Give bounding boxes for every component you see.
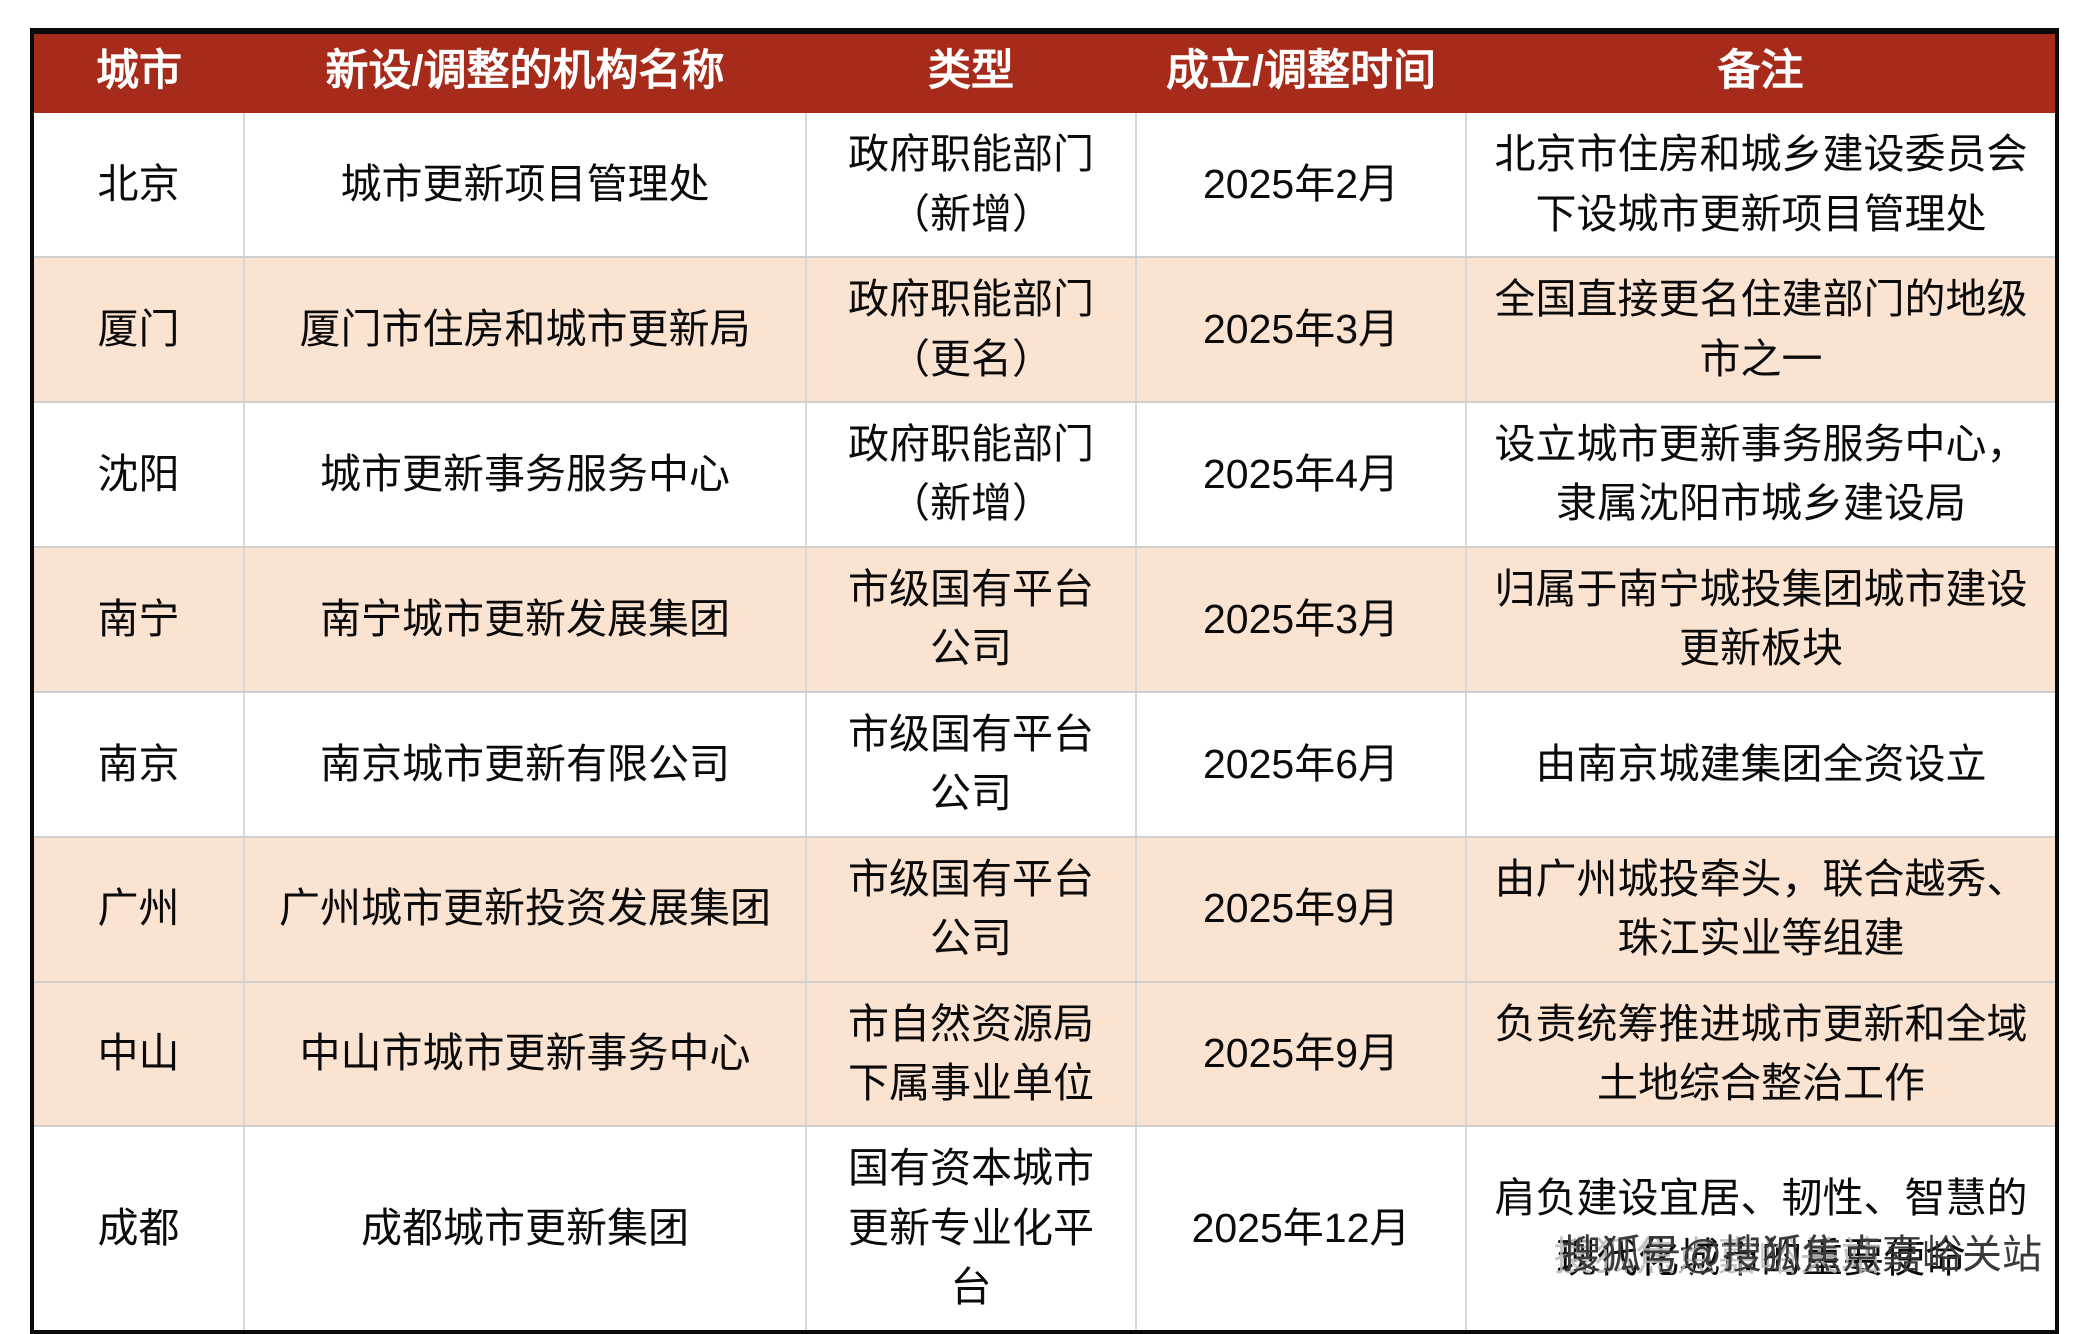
cell-type: 市级国有平台 公司 [806, 546, 1137, 693]
column-header-remark: 备注 [1466, 31, 2057, 114]
cell-org: 南京城市更新有限公司 [244, 691, 807, 838]
cell-remark-line: 隶属沈阳市城乡建设局 [1556, 480, 1966, 527]
column-header-type: 类型 [806, 31, 1136, 114]
cell-time: 2025年3月 [1136, 546, 1467, 693]
cell-type-line: 下属事业单位 [848, 1059, 1094, 1106]
cell-remark-line: 北京市住房和城乡建设委员会 [1494, 131, 2028, 178]
cell-time: 2025年2月 [1136, 113, 1467, 259]
table-row: 广州 广州城市更新投资发展集团 市级国有平台 公司 2025年9月 由广州城投牵头，联合越… [32, 836, 2057, 983]
cell-type-line: （新增） [889, 190, 1053, 237]
institution-table: 城市 新设/调整的机构名称 类型 成立/调整时间 备注 北京 城市更新项目管理处政… [30, 28, 2059, 1334]
cell-type-line: 台 [950, 1264, 992, 1311]
cell-type-line: 公司 [930, 625, 1012, 672]
cell-remark-line: 由南京城建集团全资设立 [1535, 740, 1987, 787]
column-header-time: 成立/调整时间 [1136, 31, 1466, 114]
cell-remark-line: 归属于南宁城投集团城市建设 [1494, 565, 2028, 612]
footer-credit: 搜狐焦点嘉峪关站 搜狐号@搜狐焦点嘉峪关站 [1553, 1222, 2042, 1280]
cell-remark: 由南京城建集团全资设立 [1466, 691, 2057, 838]
cell-type: 政府职能部门 （新增） [806, 113, 1137, 259]
cell-type-line: 公司 [930, 770, 1012, 817]
cell-org: 广州城市更新投资发展集团 [244, 836, 807, 983]
cell-remark: 设立城市更新事务服务中心， 隶属沈阳市城乡建设局 [1466, 402, 2057, 548]
cell-type-line: 公司 [930, 915, 1012, 962]
cell-city: 中山 [32, 981, 245, 1128]
cell-remark: 负责统筹推进城市更新和全域 土地综合整治工作 [1466, 981, 2057, 1128]
column-header-city: 城市 [32, 31, 244, 114]
table-header: 城市 新设/调整的机构名称 类型 成立/调整时间 备注 [32, 31, 2057, 114]
cell-time: 2025年4月 [1136, 402, 1467, 548]
cell-time: 2025年12月 [1136, 1126, 1467, 1332]
table-row: 沈阳 城市更新事务服务中心 政府职能部门 （新增） 2025年4月 设立城市更新事务服务中… [32, 402, 2057, 548]
footer-credit-text: 搜狐号@搜狐焦点嘉峪关站 [1561, 1233, 2042, 1277]
cell-type: 政府职能部门 （新增） [806, 402, 1137, 548]
cell-remark-line: 设立城市更新事务服务中心， [1494, 421, 2028, 468]
cell-type-line: 更新专业化平 [848, 1204, 1094, 1251]
cell-remark: 全国直接更名住建部门的地级 市之一 [1466, 257, 2057, 404]
cell-city: 北京 [32, 113, 245, 259]
cell-remark-line: 更新板块 [1679, 625, 1843, 672]
cell-type: 国有资本城市 更新专业化平台 [806, 1126, 1137, 1332]
cell-city: 成都 [32, 1126, 245, 1332]
cell-remark: 归属于南宁城投集团城市建设 更新板块 [1466, 546, 2057, 693]
column-header-org: 新设/调整的机构名称 [244, 31, 806, 114]
cell-org: 南宁城市更新发展集团 [244, 546, 807, 693]
cell-org: 中山市城市更新事务中心 [244, 981, 807, 1128]
cell-type-line: 政府职能部门 [848, 276, 1094, 323]
cell-type: 市级国有平台 公司 [806, 691, 1137, 838]
cell-remark-line: 由广州城投牵头，联合越秀、 [1494, 855, 2028, 902]
table-row: 南宁 南宁城市更新发展集团 市级国有平台 公司 2025年3月 归属于南宁城投集团城市建设… [32, 546, 2057, 693]
cell-time: 2025年3月 [1136, 257, 1467, 404]
cell-city: 南宁 [32, 546, 245, 693]
cell-remark: 肩负建设宜居、韧性、智慧的 现代化城市的重要使命 [1466, 1126, 2057, 1331]
cell-type-line: 政府职能部门 [848, 131, 1094, 178]
cell-city: 厦门 [32, 257, 245, 404]
cell-remark: 由广州城投牵头，联合越秀、 珠江实业等组建 [1466, 836, 2057, 983]
table-screenshot: youcaijun.com 城市 新设/调整的机构名称 类型 成立/调整时间 备… [30, 28, 2059, 1334]
cell-remark-line: 下设城市更新项目管理处 [1535, 190, 1987, 237]
cell-org: 城市更新项目管理处 [244, 113, 807, 259]
cell-type: 市级国有平台 公司 [806, 836, 1137, 983]
cell-remark-line: 现代化城市的重要使命 [1556, 1234, 1966, 1281]
table-container: 城市 新设/调整的机构名称 类型 成立/调整时间 备注 北京 城市更新项目管理处政… [30, 28, 2059, 1334]
cell-type-line: 市级国有平台 [848, 855, 1094, 902]
cell-time: 2025年9月 [1136, 981, 1467, 1128]
cell-type-line: 市自然资源局 [848, 1000, 1094, 1047]
cell-type-line: 政府职能部门 [848, 421, 1094, 468]
cell-city: 沈阳 [32, 402, 245, 548]
cell-remark-line: 全国直接更名住建部门的地级 [1494, 276, 2028, 323]
cell-city: 广州 [32, 836, 245, 983]
cell-time: 2025年6月 [1136, 691, 1467, 838]
cell-remark-line: 负责统筹推进城市更新和全域 [1494, 1000, 2028, 1047]
cell-remark-line: 肩负建设宜居、韧性、智慧的 [1494, 1175, 2028, 1222]
table-row: 南京 南京城市更新有限公司 市级国有平台 公司 2025年6月 由南京城建集团全资设立 [32, 691, 2057, 838]
cell-city: 南京 [32, 691, 245, 838]
table-row: 北京 城市更新项目管理处 政府职能部门 （新增） 2025年2月 北京市住房和城乡建设委员… [32, 113, 2057, 259]
cell-org: 城市更新事务服务中心 [244, 402, 807, 548]
cell-type: 市自然资源局 下属事业单位 [806, 981, 1137, 1128]
cell-org: 厦门市住房和城市更新局 [244, 257, 807, 404]
table-body: 北京 城市更新项目管理处 政府职能部门 （新增） 2025年2月 北京市住房和城乡建设委员… [32, 113, 2057, 1332]
cell-org: 成都城市更新集团 [244, 1126, 807, 1332]
cell-time: 2025年9月 [1136, 836, 1467, 983]
cell-type: 政府职能部门 （更名） [806, 257, 1137, 404]
cell-type-line: （新增） [889, 480, 1053, 527]
cell-remark-line: 市之一 [1699, 335, 1823, 382]
cell-remark: 北京市住房和城乡建设委员会 下设城市更新项目管理处 [1466, 113, 2057, 259]
table-row: 中山 中山市城市更新事务中心 市自然资源局 下属事业单位 2025年9月 负责统筹推进城市… [32, 981, 2057, 1128]
cell-remark-line: 土地综合整治工作 [1597, 1059, 1925, 1106]
cell-type-line: （更名） [889, 335, 1053, 382]
cell-type-line: 市级国有平台 [848, 710, 1094, 757]
table-row: 厦门 厦门市住房和城市更新局 政府职能部门 （更名） 2025年3月 全国直接更名住建部门… [32, 257, 2057, 404]
table-row: 成都 成都城市更新集团 国有资本城市 更新专业化平台 2025年12月 肩负建设宜居、韧性… [32, 1126, 2057, 1332]
cell-type-line: 国有资本城市 [848, 1145, 1094, 1192]
cell-remark-line: 珠江实业等组建 [1617, 915, 1905, 962]
header-row: 城市 新设/调整的机构名称 类型 成立/调整时间 备注 [32, 31, 2057, 114]
cell-type-line: 市级国有平台 [848, 565, 1094, 612]
